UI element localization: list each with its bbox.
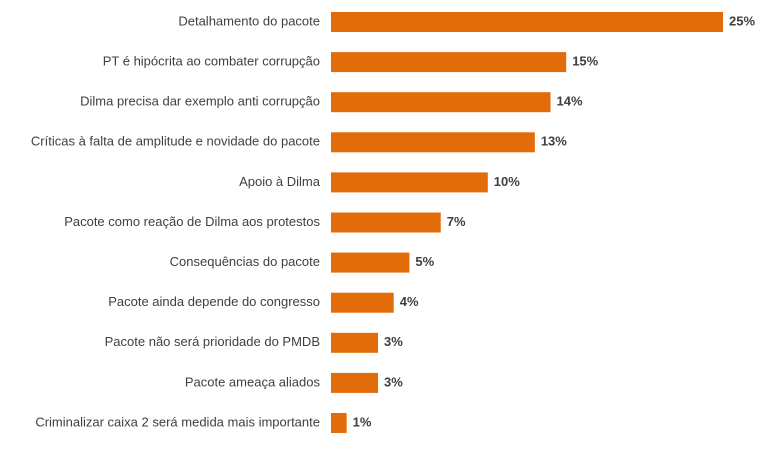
value-label: 5% — [415, 254, 434, 269]
value-label: 13% — [541, 134, 567, 149]
bar — [331, 372, 379, 393]
category-label: Dilma precisa dar exemplo anti corrupção — [80, 94, 320, 109]
bar — [331, 132, 535, 153]
value-label: 4% — [400, 294, 419, 309]
bar — [331, 252, 410, 273]
value-label: 25% — [729, 13, 755, 28]
category-label: Apoio à Dilma — [239, 174, 321, 189]
bar — [331, 12, 723, 32]
category-label: Consequências do pacote — [170, 254, 320, 269]
category-label: Críticas à falta de amplitude e novidade… — [31, 134, 320, 149]
value-label: 7% — [447, 214, 466, 229]
value-label: 1% — [353, 414, 372, 429]
bar — [331, 92, 551, 113]
bar — [331, 172, 488, 193]
bar — [331, 332, 379, 353]
value-label: 3% — [384, 374, 403, 389]
value-label: 15% — [572, 54, 598, 69]
value-label: 14% — [557, 94, 583, 109]
bar — [331, 212, 441, 233]
category-label: Detalhamento do pacote — [178, 13, 320, 28]
category-label: Pacote ameaça aliados — [185, 374, 321, 389]
category-label: Pacote ainda depende do congresso — [108, 294, 320, 309]
category-label: Criminalizar caixa 2 será medida mais im… — [35, 414, 320, 429]
value-label: 10% — [494, 174, 520, 189]
bar — [331, 413, 347, 433]
category-label: PT é hipócrita ao combater corrupção — [103, 54, 320, 69]
bar — [331, 52, 567, 73]
category-label: Pacote não será prioridade do PMDB — [105, 334, 320, 349]
category-label: Pacote como reação de Dilma aos protesto… — [64, 214, 320, 229]
value-label: 3% — [384, 334, 403, 349]
bar — [331, 292, 394, 313]
